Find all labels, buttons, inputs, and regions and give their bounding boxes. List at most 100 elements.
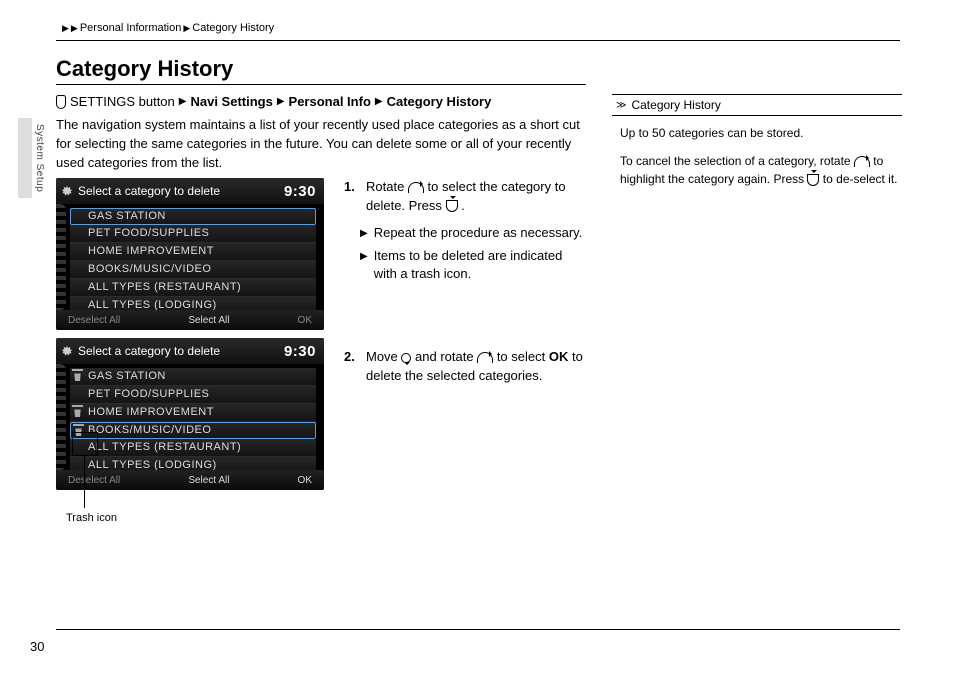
nav-path: SETTINGS button ▶ Navi Settings ▶ Person… xyxy=(56,94,491,109)
trash-icon xyxy=(74,426,83,436)
chevron-icon: ▶ xyxy=(179,96,187,107)
list-item: PET FOOD/SUPPLIES xyxy=(70,225,316,243)
page-number: 30 xyxy=(30,639,44,654)
t: Items to be deleted are indicated with a… xyxy=(374,247,588,285)
chevron-icon: ▶ xyxy=(183,23,190,34)
divider xyxy=(56,40,900,41)
t: to de-select it. xyxy=(823,172,898,186)
t: to select xyxy=(497,349,549,364)
screen-footer: Deselect All Select All OK xyxy=(56,470,324,490)
trash-icon xyxy=(73,407,82,417)
intro-text: The navigation system maintains a list o… xyxy=(56,116,586,173)
list-item-label: PET FOOD/SUPPLIES xyxy=(88,388,209,400)
sidebar-notes: ≫ Category History Up to 50 categories c… xyxy=(612,94,902,198)
clock: 9:30 xyxy=(284,343,316,360)
rotate-knob-icon xyxy=(408,182,424,193)
instruction-steps: 1. Rotate to select the category to dele… xyxy=(344,178,588,394)
t: To cancel the selection of a category, r… xyxy=(620,154,854,168)
foot-deselect: Deselect All xyxy=(68,475,120,486)
nav-screen-1: Select a category to delete 9:30 GAS STA… xyxy=(56,178,324,330)
t: Rotate xyxy=(366,179,408,194)
list-item-label: ALL TYPES (RESTAURANT) xyxy=(88,441,241,453)
list-item-label: ALL TYPES (RESTAURANT) xyxy=(88,281,241,293)
screen-header: Select a category to delete 9:30 xyxy=(56,178,324,204)
nav-screen-2: Select a category to delete 9:30 GAS STA… xyxy=(56,338,324,490)
move-knob-icon xyxy=(401,353,411,363)
breadcrumb: ▶ ▶ Personal Information ▶ Category Hist… xyxy=(62,22,274,34)
t: Repeat the procedure as necessary. xyxy=(374,224,583,243)
substep: ▶ Repeat the procedure as necessary. xyxy=(360,224,588,243)
hand-icon xyxy=(56,95,66,109)
sidebar-body: Up to 50 categories can be stored. To ca… xyxy=(612,116,902,188)
step-num: 2. xyxy=(344,348,360,386)
rotate-knob-icon xyxy=(477,352,493,363)
list-item: HOME IMPROVEMENT xyxy=(70,404,316,422)
foot-ok: OK xyxy=(298,475,312,486)
gear-icon xyxy=(62,186,72,196)
step-text: Move and rotate to select OK to delete t… xyxy=(366,348,588,386)
list-item-label: HOME IMPROVEMENT xyxy=(88,406,214,418)
clock: 9:30 xyxy=(284,183,316,200)
t: and rotate xyxy=(415,349,477,364)
press-knob-icon xyxy=(807,174,819,186)
list-item-label: BOOKS/MUSIC/VIDEO xyxy=(88,424,211,436)
rotate-knob-icon xyxy=(854,156,870,167)
breadcrumb-b: Category History xyxy=(192,22,274,34)
list-item-label: BOOKS/MUSIC/VIDEO xyxy=(88,263,211,275)
chevron-icon: ▶ xyxy=(62,23,69,34)
list-item: GAS STATION xyxy=(70,208,316,225)
note-text: Up to 50 categories can be stored. xyxy=(620,124,900,142)
press-knob-icon xyxy=(446,200,458,212)
foot-deselect: Deselect All xyxy=(68,315,120,326)
chevron-icon: ▶ xyxy=(277,96,285,107)
screenshots: Select a category to delete 9:30 GAS STA… xyxy=(56,178,324,490)
trash-icon xyxy=(73,371,82,381)
path-lead: SETTINGS button xyxy=(70,94,175,109)
note-icon: ≫ xyxy=(616,100,623,111)
list-item-label: PET FOOD/SUPPLIES xyxy=(88,227,209,239)
screen-title: Select a category to delete xyxy=(78,344,220,358)
side-tab xyxy=(18,118,32,198)
t: Move xyxy=(366,349,401,364)
chevron-icon: ▶ xyxy=(375,96,383,107)
page-title: Category History xyxy=(56,56,233,82)
screen-header: Select a category to delete 9:30 xyxy=(56,338,324,364)
gear-icon xyxy=(62,346,72,356)
path-1: Navi Settings xyxy=(190,94,272,109)
bullet-icon: ▶ xyxy=(360,250,368,285)
list-item: BOOKS/MUSIC/VIDEO xyxy=(70,261,316,279)
bullet-icon: ▶ xyxy=(360,227,368,243)
callout-line xyxy=(84,454,85,508)
t: . xyxy=(461,198,465,213)
trash-icon-label: Trash icon xyxy=(66,512,117,524)
foot-selectall: Select All xyxy=(188,315,229,326)
list-item-label: GAS STATION xyxy=(88,210,166,222)
substep: ▶ Items to be deleted are indicated with… xyxy=(360,247,588,285)
side-tab-label: System Setup xyxy=(34,124,45,192)
list-item: ALL TYPES (RESTAURANT) xyxy=(70,279,316,297)
step-text: Rotate to select the category to delete.… xyxy=(366,178,588,216)
chevron-icon: ▶ xyxy=(71,23,78,34)
screen-footer: Deselect All Select All OK xyxy=(56,310,324,330)
note-text: To cancel the selection of a category, r… xyxy=(620,152,900,188)
step-num: 1. xyxy=(344,178,360,216)
step-2: 2. Move and rotate to select OK to delet… xyxy=(344,348,588,386)
breadcrumb-a: Personal Information xyxy=(80,22,182,34)
list-item: PET FOOD/SUPPLIES xyxy=(70,386,316,404)
sidebar-title: Category History xyxy=(631,98,720,112)
list-item: ALL TYPES (RESTAURANT) xyxy=(70,439,316,457)
list-item-label: HOME IMPROVEMENT xyxy=(88,245,214,257)
list-item: BOOKS/MUSIC/VIDEO xyxy=(70,422,316,439)
ok-label: OK xyxy=(549,349,569,364)
screen-title: Select a category to delete xyxy=(78,184,220,198)
foot-selectall: Select All xyxy=(188,475,229,486)
path-3: Category History xyxy=(387,94,492,109)
step-1: 1. Rotate to select the category to dele… xyxy=(344,178,588,216)
divider xyxy=(56,629,900,630)
foot-ok: OK xyxy=(298,315,312,326)
path-2: Personal Info xyxy=(289,94,371,109)
list-item-label: GAS STATION xyxy=(88,370,166,382)
sidebar-head: ≫ Category History xyxy=(612,94,902,116)
list-item: GAS STATION xyxy=(70,368,316,386)
list-item: HOME IMPROVEMENT xyxy=(70,243,316,261)
